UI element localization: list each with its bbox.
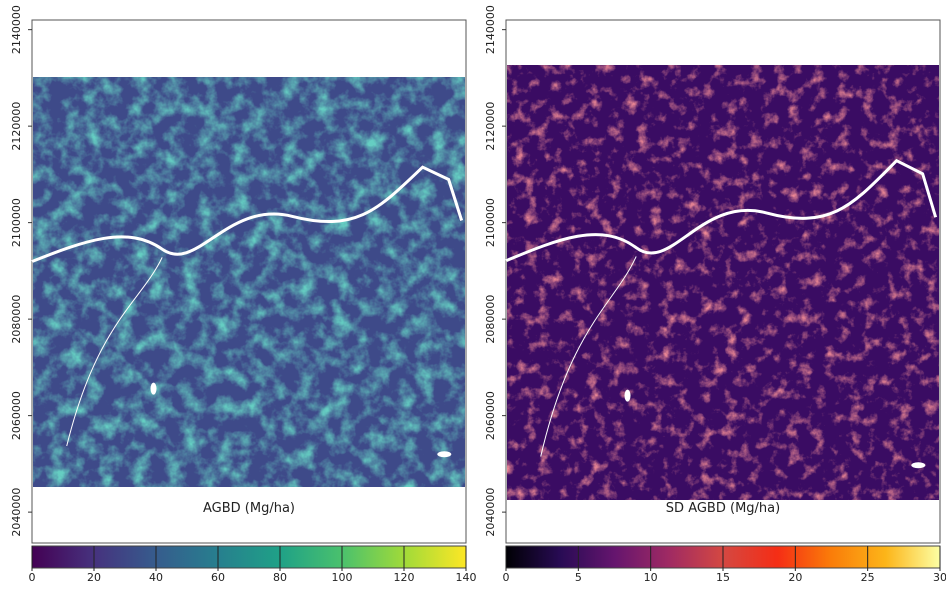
colorbar-tick-label: 100 [332,571,353,584]
y-tick-label: 2080000 [10,295,23,344]
colorbar-tick-label: 80 [273,571,287,584]
y-tick-label: 2120000 [10,102,23,151]
colorbar-tick-label: 25 [861,571,875,584]
y-tick-label: 2140000 [10,5,23,54]
lake [437,451,451,457]
axis-label: AGBD (Mg/ha) [203,501,295,516]
colorbar-tick-label: 0 [503,571,510,584]
colorbar [32,546,466,568]
y-tick-label: 2080000 [484,295,497,344]
colorbar-tick-label: 120 [394,571,415,584]
colorbar-tick-label: 20 [788,571,802,584]
raster-texture [507,65,939,500]
colorbar-tick-label: 40 [149,571,163,584]
lake [911,462,925,468]
lake [625,390,631,402]
y-tick-label: 2060000 [10,391,23,440]
y-tick-label: 2120000 [484,102,497,151]
colorbar-tick-label: 20 [87,571,101,584]
y-tick-label: 2100000 [484,198,497,247]
y-tick-label: 2140000 [484,5,497,54]
colorbar-tick-label: 5 [575,571,582,584]
y-tick-label: 2040000 [484,488,497,537]
figure: 2040000 2060000 2080000 2100000 2120000 21400… [0,0,946,589]
lake [151,383,157,395]
colorbar-tick-label: 60 [211,571,225,584]
raster-texture [33,77,465,487]
y-tick-label: 2100000 [10,198,23,247]
colorbar-tick-label: 30 [933,571,946,584]
y-tick-label: 2060000 [484,391,497,440]
colorbar-tick-label: 0 [29,571,36,584]
axis-label: SD AGBD (Mg/ha) [666,501,780,516]
colorbar-tick-label: 15 [716,571,730,584]
y-tick-label: 2040000 [10,488,23,537]
colorbar-tick-label: 10 [644,571,658,584]
colorbar-tick-label: 140 [456,571,477,584]
